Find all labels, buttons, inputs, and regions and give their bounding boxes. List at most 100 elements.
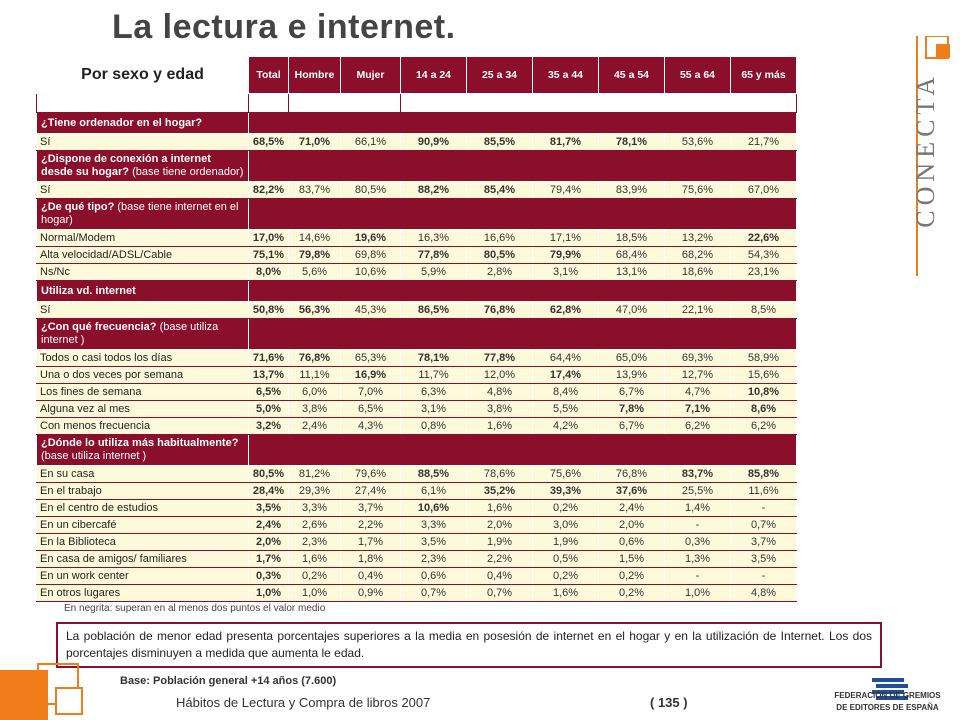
value-cell: 4,7% [664, 383, 731, 401]
value-cell: 79,4% [532, 181, 599, 199]
value-cell: 35,2% [466, 482, 533, 500]
answer-row: En su casa 80,5% 81,2% 79,6% 88,5% 78,6% 75,6%… [36, 465, 797, 483]
question-row: Utiliza vd. internet [36, 280, 797, 302]
value-cell: 2,2% [340, 516, 401, 534]
value-cell: 0,4% [466, 567, 533, 585]
value-cell: 37,6% [598, 482, 665, 500]
value-cell: 3,1% [532, 263, 599, 281]
value-cell: 80,5% [340, 181, 401, 199]
value-cell: 3,1% [400, 400, 467, 418]
value-cell: 83,7% [288, 181, 341, 199]
value-cell: 6,2% [664, 417, 731, 435]
value-cell: 6,5% [340, 400, 401, 418]
value-cell: 67,0% [730, 181, 797, 199]
value-cell: 3,8% [466, 400, 533, 418]
value-cell: 5,6% [288, 263, 341, 281]
value-cell: 1,9% [532, 533, 599, 551]
value-cell: 29,3% [288, 482, 341, 500]
value-cell: 75,6% [532, 465, 599, 483]
question-label: ¿Dónde lo utiliza más habitualmente? (ba… [36, 434, 249, 466]
value-cell: 17,0% [248, 229, 289, 247]
value-cell: 8,6% [730, 400, 797, 418]
value-cell: 4,3% [340, 417, 401, 435]
spacer-cell [400, 93, 797, 113]
value-cell: 22,6% [730, 229, 797, 247]
value-cell: 71,0% [288, 133, 341, 151]
answer-label: Sí [36, 301, 249, 319]
question-row: ¿Con qué frecuencia? (base utiliza inter… [36, 318, 797, 350]
answer-row: En el centro de estudios 3,5% 3,3% 3,7% 10,6… [36, 499, 797, 517]
value-cell: 50,8% [248, 301, 289, 319]
value-cell: 2,0% [248, 533, 289, 551]
answer-label: En la Biblioteca [36, 533, 249, 551]
value-cell: 16,6% [466, 229, 533, 247]
value-cell: 13,1% [598, 263, 665, 281]
column-header: 65 y más [730, 56, 797, 94]
value-cell: 5,5% [532, 400, 599, 418]
value-cell: 78,1% [400, 349, 467, 367]
answer-row: Normal/Modem 17,0% 14,6% 19,6% 16,3% 16,6% 17,… [36, 229, 797, 247]
value-cell: 82,2% [248, 181, 289, 199]
value-cell: 3,8% [288, 400, 341, 418]
value-cell: 2,6% [288, 516, 341, 534]
value-cell: 6,3% [400, 383, 467, 401]
page-number: ( 135 ) [650, 695, 688, 710]
federacion-line-1: FEDERACIÓN DE GREMIOS [834, 691, 941, 700]
value-cell: 79,9% [532, 246, 599, 264]
value-cell: 11,1% [288, 366, 341, 384]
question-filler [248, 318, 797, 350]
value-cell: - [664, 516, 731, 534]
value-cell: 62,8% [532, 301, 599, 319]
question-base-note: (base utiliza internet ) [41, 450, 147, 462]
value-cell: 1,5% [598, 550, 665, 568]
question-text: ¿Dónde lo utiliza más habitualmente? [41, 437, 239, 449]
answer-label: Alguna vez al mes [36, 400, 249, 418]
answer-label: En otros lugares [36, 584, 249, 602]
value-cell: 76,8% [598, 465, 665, 483]
answer-label: Ns/Nc [36, 263, 249, 281]
value-cell: 2,4% [598, 499, 665, 517]
answer-row: En un work center 0,3% 0,2% 0,4% 0,6% 0,4% 0,2… [36, 567, 797, 585]
column-header: 25 a 34 [466, 56, 533, 94]
value-cell: 39,3% [532, 482, 599, 500]
question-text: Utiliza vd. internet [41, 284, 136, 297]
value-cell: 1,9% [466, 533, 533, 551]
question-label: ¿Con qué frecuencia? (base utiliza inter… [36, 318, 249, 350]
value-cell: 10,8% [730, 383, 797, 401]
spacer-cell [288, 93, 401, 113]
value-cell: 6,2% [730, 417, 797, 435]
value-cell: 11,6% [730, 482, 797, 500]
value-cell: 66,1% [340, 133, 401, 151]
column-header: 35 a 44 [532, 56, 599, 94]
value-cell: 0,8% [400, 417, 467, 435]
value-cell: 1,6% [466, 499, 533, 517]
value-cell: 2,3% [400, 550, 467, 568]
value-cell: 79,8% [288, 246, 341, 264]
answer-label: Todos o casi todos los días [36, 349, 249, 367]
value-cell: 1,7% [248, 550, 289, 568]
value-cell: - [664, 567, 731, 585]
value-cell: 68,2% [664, 246, 731, 264]
conecta-logo-frame [916, 36, 950, 276]
value-cell: 21,7% [730, 133, 797, 151]
answer-row: Todos o casi todos los días 71,6% 76,8% 65,… [36, 349, 797, 367]
value-cell: 1,0% [248, 584, 289, 602]
value-cell: 69,3% [664, 349, 731, 367]
answer-row: Alta velocidad/ADSL/Cable 75,1% 79,8% 69,8%… [36, 246, 797, 264]
spacer-cell [36, 93, 249, 113]
value-cell: 18,5% [598, 229, 665, 247]
value-cell: 1,8% [340, 550, 401, 568]
question-filler [248, 280, 797, 302]
results-table: Por sexo y edad Total Hombre Mujer 14 a … [36, 56, 797, 602]
column-header: 14 a 24 [400, 56, 467, 94]
page-title: La lectura e internet. [112, 8, 456, 46]
value-cell: 68,5% [248, 133, 289, 151]
value-cell: 3,3% [288, 499, 341, 517]
value-cell: 12,7% [664, 366, 731, 384]
value-cell: 53,6% [664, 133, 731, 151]
value-cell: 88,5% [400, 465, 467, 483]
answer-label: Una o dos veces por semana [36, 366, 249, 384]
table-subtitle: Por sexo y edad [81, 65, 204, 83]
value-cell: 17,4% [532, 366, 599, 384]
value-cell: 23,1% [730, 263, 797, 281]
